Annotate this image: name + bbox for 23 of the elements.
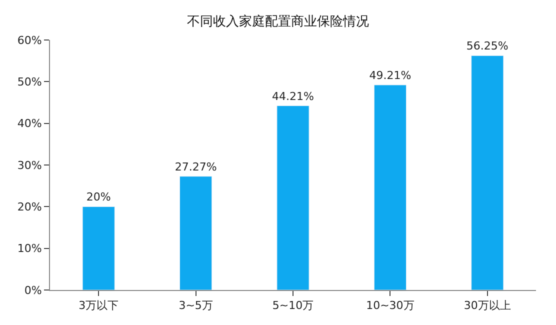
y-tick-label: 10%: [17, 242, 42, 256]
bar: [276, 106, 310, 290]
data-label: 44.21%: [272, 90, 314, 103]
x-tick-label: 3~5万: [178, 299, 213, 312]
data-label: 49.21%: [369, 68, 412, 82]
bar: [471, 55, 504, 290]
y-tick-label: 0%: [24, 284, 42, 297]
x-tick-label: 10~30万: [366, 299, 414, 312]
bar: [180, 176, 212, 290]
y-tick-label: 50%: [17, 76, 42, 89]
y-tick-label: 30%: [17, 158, 42, 172]
x-tick-label: 5~10万: [272, 299, 314, 312]
x-tick-label: 30万以上: [464, 299, 511, 312]
bar: [82, 206, 115, 290]
data-label: 27.27%: [174, 160, 217, 174]
y-tick-label: 20%: [17, 200, 42, 214]
y-tick-label: 40%: [17, 117, 42, 130]
chart-title: 不同收入家庭配置商业保险情况: [187, 13, 369, 30]
y-tick-label: 60%: [17, 34, 42, 47]
bar: [374, 84, 406, 290]
data-label: 56.25%: [466, 40, 508, 53]
x-tick-label: 3万以下: [78, 299, 119, 312]
data-label: 20%: [86, 190, 111, 204]
